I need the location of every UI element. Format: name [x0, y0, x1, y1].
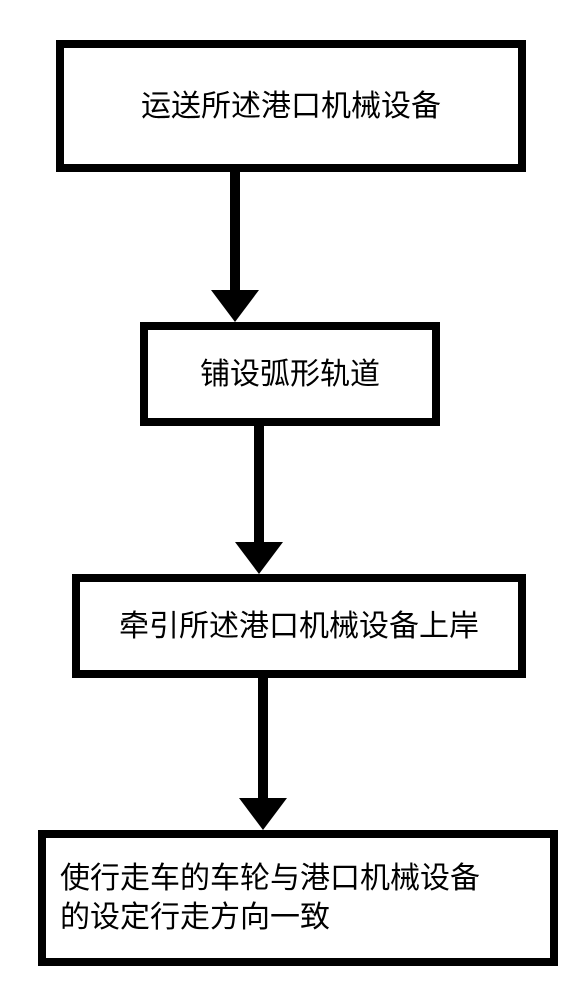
arrow-shaft — [258, 678, 268, 798]
flow-node-label: 牵引所述港口机械设备上岸 — [119, 607, 479, 646]
flowchart-root: 运送所述港口机械设备 铺设弧形轨道 牵引所述港口机械设备上岸 使行走车的车轮与港… — [0, 0, 579, 1000]
flow-node-label: 铺设弧形轨道 — [200, 355, 380, 394]
arrow-shaft — [230, 172, 240, 290]
flow-node-tow-ashore: 牵引所述港口机械设备上岸 — [72, 574, 526, 678]
flow-node-align-wheels: 使行走车的车轮与港口机械设备 的设定行走方向一致 — [38, 830, 558, 966]
arrow-head-icon — [211, 290, 259, 322]
arrow-head-icon — [235, 542, 283, 574]
flow-node-label: 使行走车的车轮与港口机械设备 的设定行走方向一致 — [60, 859, 480, 937]
arrow-shaft — [254, 426, 264, 542]
flow-node-label: 运送所述港口机械设备 — [141, 87, 441, 126]
flow-node-lay-arc-track: 铺设弧形轨道 — [140, 322, 440, 426]
flow-node-transport: 运送所述港口机械设备 — [56, 40, 526, 172]
arrow-head-icon — [239, 798, 287, 830]
